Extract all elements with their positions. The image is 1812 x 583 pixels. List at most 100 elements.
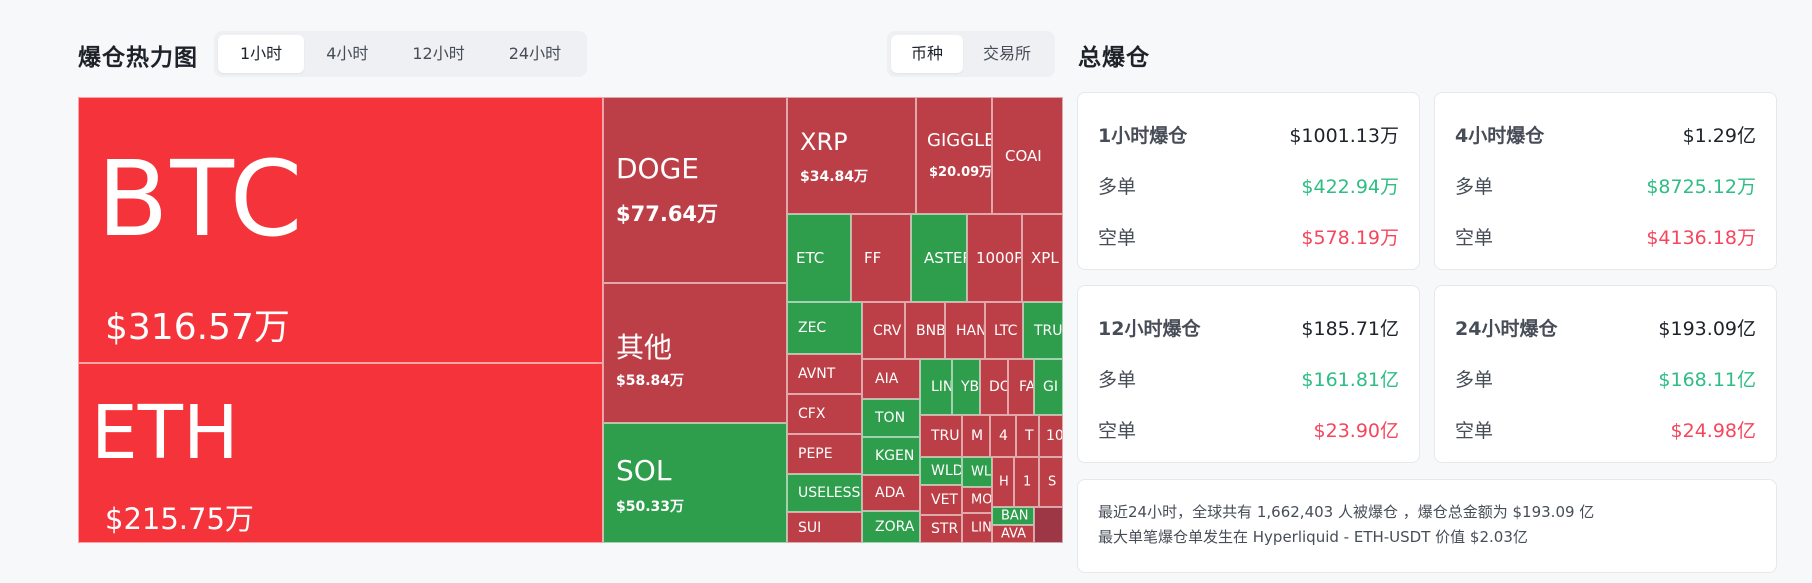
tab-exchange[interactable]: 交易所 <box>983 44 1032 63</box>
tile-symbol: BTC <box>97 138 305 260</box>
tile-symbol: LTC <box>994 322 1018 339</box>
tile-useless[interactable]: USELESS <box>787 474 862 512</box>
tile-zec[interactable]: ZEC <box>787 302 862 354</box>
long-value: $8725.12万 <box>1646 176 1756 198</box>
tile-symbol: KGEN <box>875 448 915 464</box>
tile-lin-2[interactable]: LIN <box>962 513 992 543</box>
tile-wld[interactable]: WLD <box>920 457 962 485</box>
tile-symbol: XRP <box>800 128 848 156</box>
liquidation-heatmap: BTC $316.57万 ETH $215.75万 DOGE $77.64万 其… <box>78 97 1063 543</box>
tile-giggle[interactable]: GIGGLE $20.09万 <box>916 97 992 214</box>
time-range-tabs: 1小时 4小时 12小时 24小时 <box>214 31 588 77</box>
tile-symbol: TRU <box>931 428 960 444</box>
card-total: $185.71亿 <box>1301 318 1399 340</box>
card-label: 24小时爆仓 <box>1455 318 1558 340</box>
tile-symbol: WLF <box>971 464 992 480</box>
tile-other[interactable]: 其他 $58.84万 <box>603 283 787 423</box>
tile-do[interactable]: DO <box>980 359 1008 415</box>
card-total: $1001.13万 <box>1289 125 1399 147</box>
card-24h: 24小时爆仓 $193.09亿 多单 $168.11亿 空单 $24.98亿 <box>1434 285 1777 463</box>
tile-symbol: CFX <box>798 406 826 422</box>
tile-ada[interactable]: ADA <box>862 475 920 511</box>
tile-1[interactable]: 1 <box>1014 457 1039 507</box>
tile-symbol: T <box>1025 428 1034 444</box>
tile-4[interactable]: 4 <box>990 415 1016 457</box>
tile-pepe[interactable]: PEPE <box>787 434 862 474</box>
tile-symbol: ZEC <box>798 320 827 336</box>
tab-4h[interactable]: 4小时 <box>326 44 369 63</box>
tile-s[interactable]: S <box>1039 457 1063 507</box>
tab-coin[interactable]: 币种 <box>891 35 964 73</box>
tile-symbol: HAN <box>956 322 985 339</box>
tile-lin[interactable]: LIN <box>920 359 952 415</box>
tile-crv[interactable]: CRV <box>862 302 905 359</box>
tile-symbol: 1 <box>1023 474 1032 490</box>
tab-24h[interactable]: 24小时 <box>508 44 562 63</box>
tile-kgen[interactable]: KGEN <box>862 437 920 475</box>
tile-fa[interactable]: FA <box>1008 359 1034 415</box>
tile-symbol: DOGE <box>616 152 699 185</box>
tile-coai[interactable]: COAI <box>992 97 1063 214</box>
tile-xpl[interactable]: XPL <box>1022 214 1063 302</box>
tile-str[interactable]: STR <box>920 515 962 543</box>
tile-sui[interactable]: SUI <box>787 512 862 543</box>
tile-aia[interactable]: AIA <box>862 359 920 399</box>
tile-tru-2[interactable]: TRU <box>920 415 962 457</box>
tile-han[interactable]: HAN <box>945 302 985 359</box>
tile-symbol: XPL <box>1031 249 1059 267</box>
tile-1000pepe[interactable]: 1000P <box>967 214 1022 302</box>
tile-amount: $50.33万 <box>616 499 685 515</box>
tile-symbol: TON <box>875 410 906 426</box>
tile-10[interactable]: 10 <box>1039 415 1063 457</box>
tile-ava[interactable]: AVA <box>992 525 1034 543</box>
tile-yb[interactable]: YB <box>952 359 980 415</box>
tile-etc[interactable]: ETC <box>787 214 851 302</box>
tile-ton[interactable]: TON <box>862 399 920 437</box>
tile-mo[interactable]: MO <box>962 487 992 513</box>
tile-sol[interactable]: SOL $50.33万 <box>603 423 787 543</box>
tile-ltc[interactable]: LTC <box>985 302 1023 359</box>
tile-symbol: DO <box>989 379 1007 395</box>
long-label: 多单 <box>1455 369 1494 391</box>
tile-symbol: PEPE <box>798 446 833 462</box>
tile-ban[interactable]: BAN <box>992 507 1034 525</box>
tile-symbol: BAN <box>1001 508 1029 524</box>
tile-bnb[interactable]: BNB <box>905 302 945 359</box>
tile-xrp[interactable]: XRP $34.84万 <box>787 97 916 214</box>
tile-doge[interactable]: DOGE $77.64万 <box>603 97 787 283</box>
tile-btc[interactable]: BTC $316.57万 <box>78 97 603 363</box>
tile-tru[interactable]: TRU <box>1023 302 1063 359</box>
tile-symbol: COAI <box>1005 146 1042 165</box>
tile-aster[interactable]: ASTER <box>911 214 967 302</box>
tile-zora[interactable]: ZORA <box>862 511 920 543</box>
tab-1h[interactable]: 1小时 <box>218 35 305 73</box>
tile-t[interactable]: T <box>1016 415 1039 457</box>
tile-avnt[interactable]: AVNT <box>787 354 862 394</box>
tile-symbol: S <box>1048 474 1057 490</box>
tile-symbol: LIN <box>971 520 992 536</box>
tile-h[interactable]: H <box>992 457 1014 507</box>
tile-vet[interactable]: VET <box>920 485 962 515</box>
liquidation-summary: 最近24小时，全球共有 1,662,403 人被爆仓 ，爆仓总金额为 $193.… <box>1077 479 1777 573</box>
tile-ff[interactable]: FF <box>851 214 911 302</box>
tile-gi[interactable]: GI <box>1034 359 1063 415</box>
tile-symbol: TRU <box>1034 322 1063 339</box>
tile-symbol: AVA <box>1001 526 1027 542</box>
tile-symbol: ASTER <box>924 249 966 267</box>
short-value: $4136.18万 <box>1646 227 1756 249</box>
short-label: 空单 <box>1098 420 1137 442</box>
tile-eth[interactable]: ETH $215.75万 <box>78 363 603 543</box>
tile-misc[interactable] <box>1034 507 1063 543</box>
tile-amount: $215.75万 <box>105 502 254 536</box>
tab-12h[interactable]: 12小时 <box>412 44 465 63</box>
tile-amount: $77.64万 <box>616 202 719 226</box>
tile-symbol: ZORA <box>875 519 915 535</box>
tile-cfx[interactable]: CFX <box>787 394 862 434</box>
tile-symbol: AVNT <box>798 366 836 382</box>
short-value: $24.98亿 <box>1670 420 1756 442</box>
tile-symbol: LIN <box>931 379 952 395</box>
tile-wlf[interactable]: WLF <box>962 457 992 487</box>
tile-m[interactable]: M <box>962 415 990 457</box>
short-value: $578.19万 <box>1301 227 1399 249</box>
tile-symbol: AIA <box>875 371 899 387</box>
